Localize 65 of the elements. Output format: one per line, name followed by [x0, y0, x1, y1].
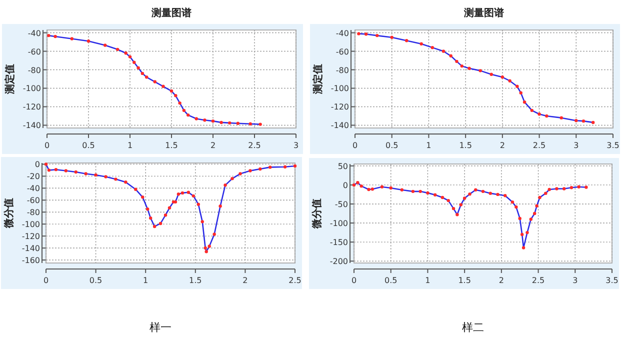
x-tick-label: 0.5 — [82, 141, 95, 150]
y-tick-label: -100 — [22, 84, 41, 94]
x-tick-label: 1.5 — [165, 141, 178, 150]
x-tick-label: 1.5 — [459, 141, 472, 150]
y-tick-label: -160 — [22, 256, 40, 266]
line-series — [47, 34, 262, 126]
x-tick-label: 1 — [127, 141, 133, 150]
chart-title: 测量图谱 — [150, 7, 192, 19]
y-tick-label: -140 — [22, 244, 40, 254]
x-tick-label: 2 — [498, 276, 504, 285]
y-tick-label: -100 — [22, 220, 40, 230]
x-tick-label: 3.5 — [606, 276, 618, 285]
y-tick-label: -40 — [28, 28, 41, 38]
x-tick-label: 2.5 — [532, 141, 546, 150]
x-tick-label: 1.5 — [189, 276, 202, 285]
x-tick-label: 2 — [210, 141, 216, 150]
y-tick-label: -140 — [22, 121, 41, 130]
y-axis-title: 微分值 — [3, 198, 15, 229]
x-tick-label: 0 — [43, 276, 49, 285]
y-tick-label: -60 — [26, 196, 40, 206]
x-tick-label: 0.5 — [89, 276, 102, 285]
chart-title: 测量图谱 — [463, 7, 504, 19]
x-tick-label: 3 — [293, 141, 299, 150]
y-tick-label: 0 — [34, 160, 40, 170]
y-tick-label: -80 — [336, 66, 349, 75]
y-tick-label: -40 — [336, 28, 349, 38]
y-tick-label: -140 — [330, 121, 349, 130]
y-tick-label: -80 — [28, 66, 41, 75]
y-tick-label: -20 — [26, 172, 40, 182]
text: 样一 — [150, 321, 172, 334]
y-axis-title: 测定值 — [312, 64, 324, 95]
x-tick-label: 2 — [500, 141, 505, 150]
y-tick-label: -150 — [330, 238, 348, 248]
x-tick-label: 1.5 — [458, 276, 471, 285]
y-tick-label: 50 — [338, 162, 348, 171]
x-tick-label: 2.5 — [248, 141, 261, 150]
x-tick-label: 0 — [352, 141, 358, 150]
y-tick-label: -80 — [26, 208, 40, 218]
x-tick-label: 1 — [426, 141, 432, 150]
x-tick-label: 0.5 — [384, 276, 398, 285]
x-tick-label: 2.5 — [532, 276, 545, 285]
y-axis-title: 测定值 — [4, 64, 16, 95]
y-tick-label: -50 — [334, 200, 348, 209]
y-tick-label: 0 — [342, 180, 348, 190]
x-tick-label: 0 — [44, 141, 50, 150]
text: 样二 — [462, 321, 484, 334]
x-tick-label: 3 — [574, 141, 579, 150]
x-tick-label: 0.5 — [385, 141, 398, 150]
x-tick-label: 0 — [351, 276, 357, 285]
x-tick-label: 2 — [242, 276, 248, 285]
x-tick-label: 3 — [572, 276, 578, 285]
y-axis-title: 微分值 — [311, 198, 323, 230]
y-tick-label: -60 — [28, 47, 41, 56]
x-tick-label: 2.5 — [288, 276, 302, 285]
y-tick-label: -60 — [336, 47, 349, 56]
x-tick-label: 1 — [425, 276, 430, 285]
y-tick-label: -100 — [330, 84, 349, 94]
x-tick-label: 1 — [143, 276, 148, 285]
y-tick-label: -100 — [330, 219, 348, 228]
y-tick-label: -120 — [22, 102, 41, 112]
y-tick-label: -120 — [330, 102, 349, 112]
x-tick-label: 3.5 — [606, 141, 620, 150]
y-tick-label: -200 — [330, 257, 348, 266]
y-tick-label: -120 — [22, 232, 40, 242]
y-tick-label: -40 — [26, 184, 40, 194]
